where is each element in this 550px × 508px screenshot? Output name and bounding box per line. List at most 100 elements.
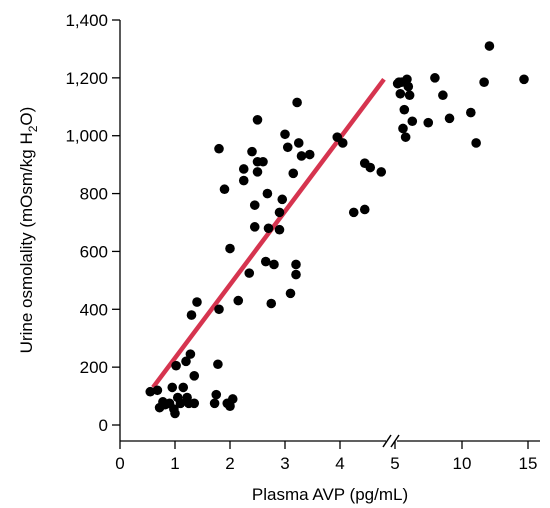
x-tick-label: 10: [453, 454, 472, 473]
data-point: [263, 223, 274, 234]
data-point: [186, 310, 197, 320]
data-point: [430, 73, 440, 83]
data-point: [402, 74, 412, 85]
data-point: [407, 116, 418, 127]
data-point: [178, 382, 189, 393]
data-points-layer: [145, 41, 529, 419]
data-point: [403, 81, 414, 92]
data-point: [348, 207, 359, 218]
data-point: [225, 401, 235, 411]
data-point: [376, 167, 387, 177]
data-point: [288, 168, 299, 179]
x-tick-label: 15: [519, 454, 538, 473]
y-axis: 0 200 400 600 800 1,000 1,200 1,400: [65, 11, 121, 441]
data-point: [438, 90, 448, 101]
data-point: [519, 74, 529, 85]
data-point: [252, 167, 263, 177]
data-point: [175, 398, 186, 409]
axis-break-marker: [382, 434, 400, 448]
y-tick-label: 1,200: [65, 69, 108, 88]
data-point: [249, 222, 260, 232]
data-point: [291, 259, 301, 270]
data-point: [152, 385, 163, 396]
data-point: [282, 142, 293, 153]
y-tick-label: 1,400: [65, 11, 108, 30]
y-tick-label: 200: [80, 358, 108, 377]
data-point: [280, 129, 290, 140]
data-point: [192, 297, 202, 307]
data-point: [249, 200, 260, 210]
data-point: [219, 184, 230, 195]
x-tick-label: 4: [335, 454, 344, 473]
data-point: [244, 268, 255, 278]
y-axis-title-prefix: Urine osmolality (mOsm/kg H: [17, 132, 36, 353]
x-tick-label: 1: [170, 454, 179, 473]
x-tick-label: 3: [280, 454, 289, 473]
y-axis-title: Urine osmolality (mOsm/kg H2O): [17, 107, 40, 354]
data-point: [296, 151, 307, 161]
data-point: [214, 304, 224, 315]
fit-line: [151, 77, 386, 389]
break-slash: [390, 434, 400, 448]
data-point: [404, 90, 415, 101]
data-point: [269, 259, 279, 270]
data-point: [260, 256, 271, 267]
data-point: [337, 138, 348, 148]
data-point: [359, 204, 370, 215]
data-point: [466, 107, 476, 118]
data-point: [181, 356, 191, 367]
data-point: [238, 164, 249, 174]
data-point: [274, 207, 285, 218]
data-point: [214, 143, 224, 154]
data-point: [423, 117, 434, 128]
data-point: [171, 360, 181, 371]
data-point: [484, 41, 495, 51]
data-point: [252, 115, 263, 125]
data-point: [365, 162, 376, 173]
x-axis: 0 1 2 3 4 5 10 15: [115, 440, 540, 473]
data-point: [285, 288, 296, 299]
data-point: [399, 104, 410, 115]
y-tick-label: 0: [99, 416, 108, 435]
data-point: [292, 97, 302, 108]
data-point: [209, 398, 220, 409]
data-point: [233, 295, 244, 306]
x-tick-label: 0: [115, 454, 124, 473]
y-axis-title-subscript: 2: [26, 125, 40, 132]
y-tick-label: 400: [80, 300, 108, 319]
x-axis-title: Plasma AVP (pg/mL): [252, 485, 408, 504]
y-tick-label: 800: [80, 185, 108, 204]
data-point: [479, 77, 489, 87]
data-point: [211, 389, 222, 400]
data-point: [293, 138, 304, 148]
y-tick-label: 600: [80, 242, 108, 261]
data-point: [471, 138, 481, 148]
data-point: [398, 123, 408, 134]
data-point: [258, 156, 268, 167]
data-point: [274, 224, 285, 235]
fit-line-layer: [151, 77, 386, 389]
data-point: [266, 298, 277, 309]
y-tick-label: 1,000: [65, 127, 108, 146]
data-point: [395, 88, 406, 99]
data-point: [170, 408, 180, 419]
data-point: [277, 194, 288, 205]
data-point: [262, 188, 273, 199]
data-point: [304, 149, 315, 160]
data-point: [444, 113, 455, 124]
data-point: [185, 349, 196, 359]
break-slash: [382, 434, 392, 448]
data-point: [291, 269, 301, 280]
data-point: [238, 175, 249, 186]
y-axis-title-suffix: O): [17, 107, 36, 126]
x-tick-label: 2: [225, 454, 234, 473]
data-point: [400, 132, 411, 142]
data-point: [213, 359, 223, 370]
data-point: [145, 386, 156, 397]
data-point: [225, 243, 235, 254]
data-point: [189, 398, 200, 409]
data-point: [189, 371, 200, 381]
data-point: [247, 146, 257, 157]
data-point: [167, 382, 178, 393]
